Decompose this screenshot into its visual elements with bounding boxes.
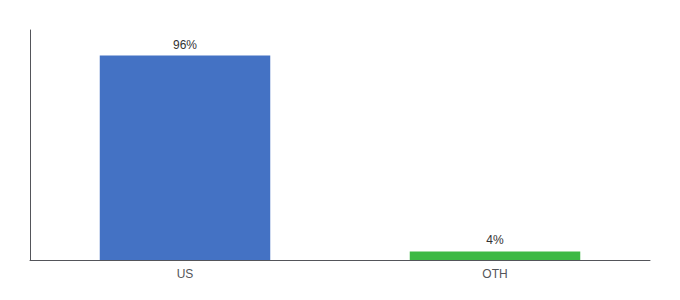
svg-text:96%: 96% [173,38,197,52]
svg-text:OTH: OTH [482,267,507,281]
svg-text:4%: 4% [486,233,504,247]
svg-text:US: US [177,267,194,281]
